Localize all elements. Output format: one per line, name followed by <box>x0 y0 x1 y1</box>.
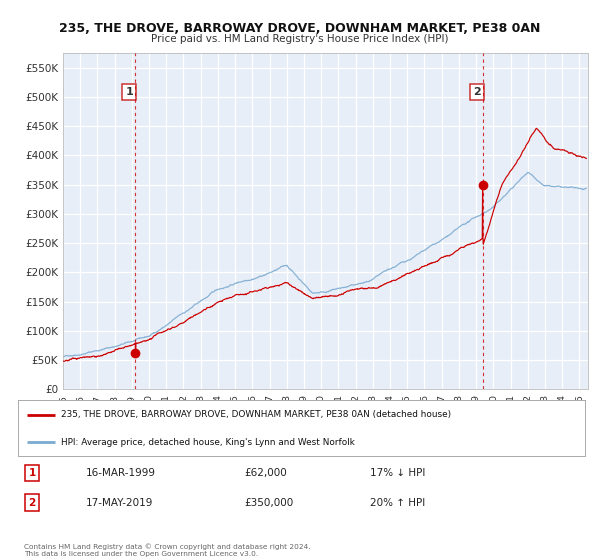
Text: 1: 1 <box>29 468 36 478</box>
Text: £62,000: £62,000 <box>245 468 287 478</box>
Text: 16-MAR-1999: 16-MAR-1999 <box>86 468 156 478</box>
Text: £350,000: £350,000 <box>245 498 294 507</box>
Text: 17-MAY-2019: 17-MAY-2019 <box>86 498 154 507</box>
Text: 235, THE DROVE, BARROWAY DROVE, DOWNHAM MARKET, PE38 0AN (detached house): 235, THE DROVE, BARROWAY DROVE, DOWNHAM … <box>61 410 451 419</box>
Text: 1: 1 <box>125 87 133 97</box>
Text: 2: 2 <box>29 498 36 507</box>
Text: Contains HM Land Registry data © Crown copyright and database right 2024.
This d: Contains HM Land Registry data © Crown c… <box>24 544 311 557</box>
Text: 17% ↓ HPI: 17% ↓ HPI <box>370 468 425 478</box>
Text: HPI: Average price, detached house, King's Lynn and West Norfolk: HPI: Average price, detached house, King… <box>61 438 355 447</box>
Text: 20% ↑ HPI: 20% ↑ HPI <box>370 498 425 507</box>
Text: 2: 2 <box>473 87 481 97</box>
Text: 235, THE DROVE, BARROWAY DROVE, DOWNHAM MARKET, PE38 0AN: 235, THE DROVE, BARROWAY DROVE, DOWNHAM … <box>59 22 541 35</box>
Text: Price paid vs. HM Land Registry's House Price Index (HPI): Price paid vs. HM Land Registry's House … <box>151 34 449 44</box>
